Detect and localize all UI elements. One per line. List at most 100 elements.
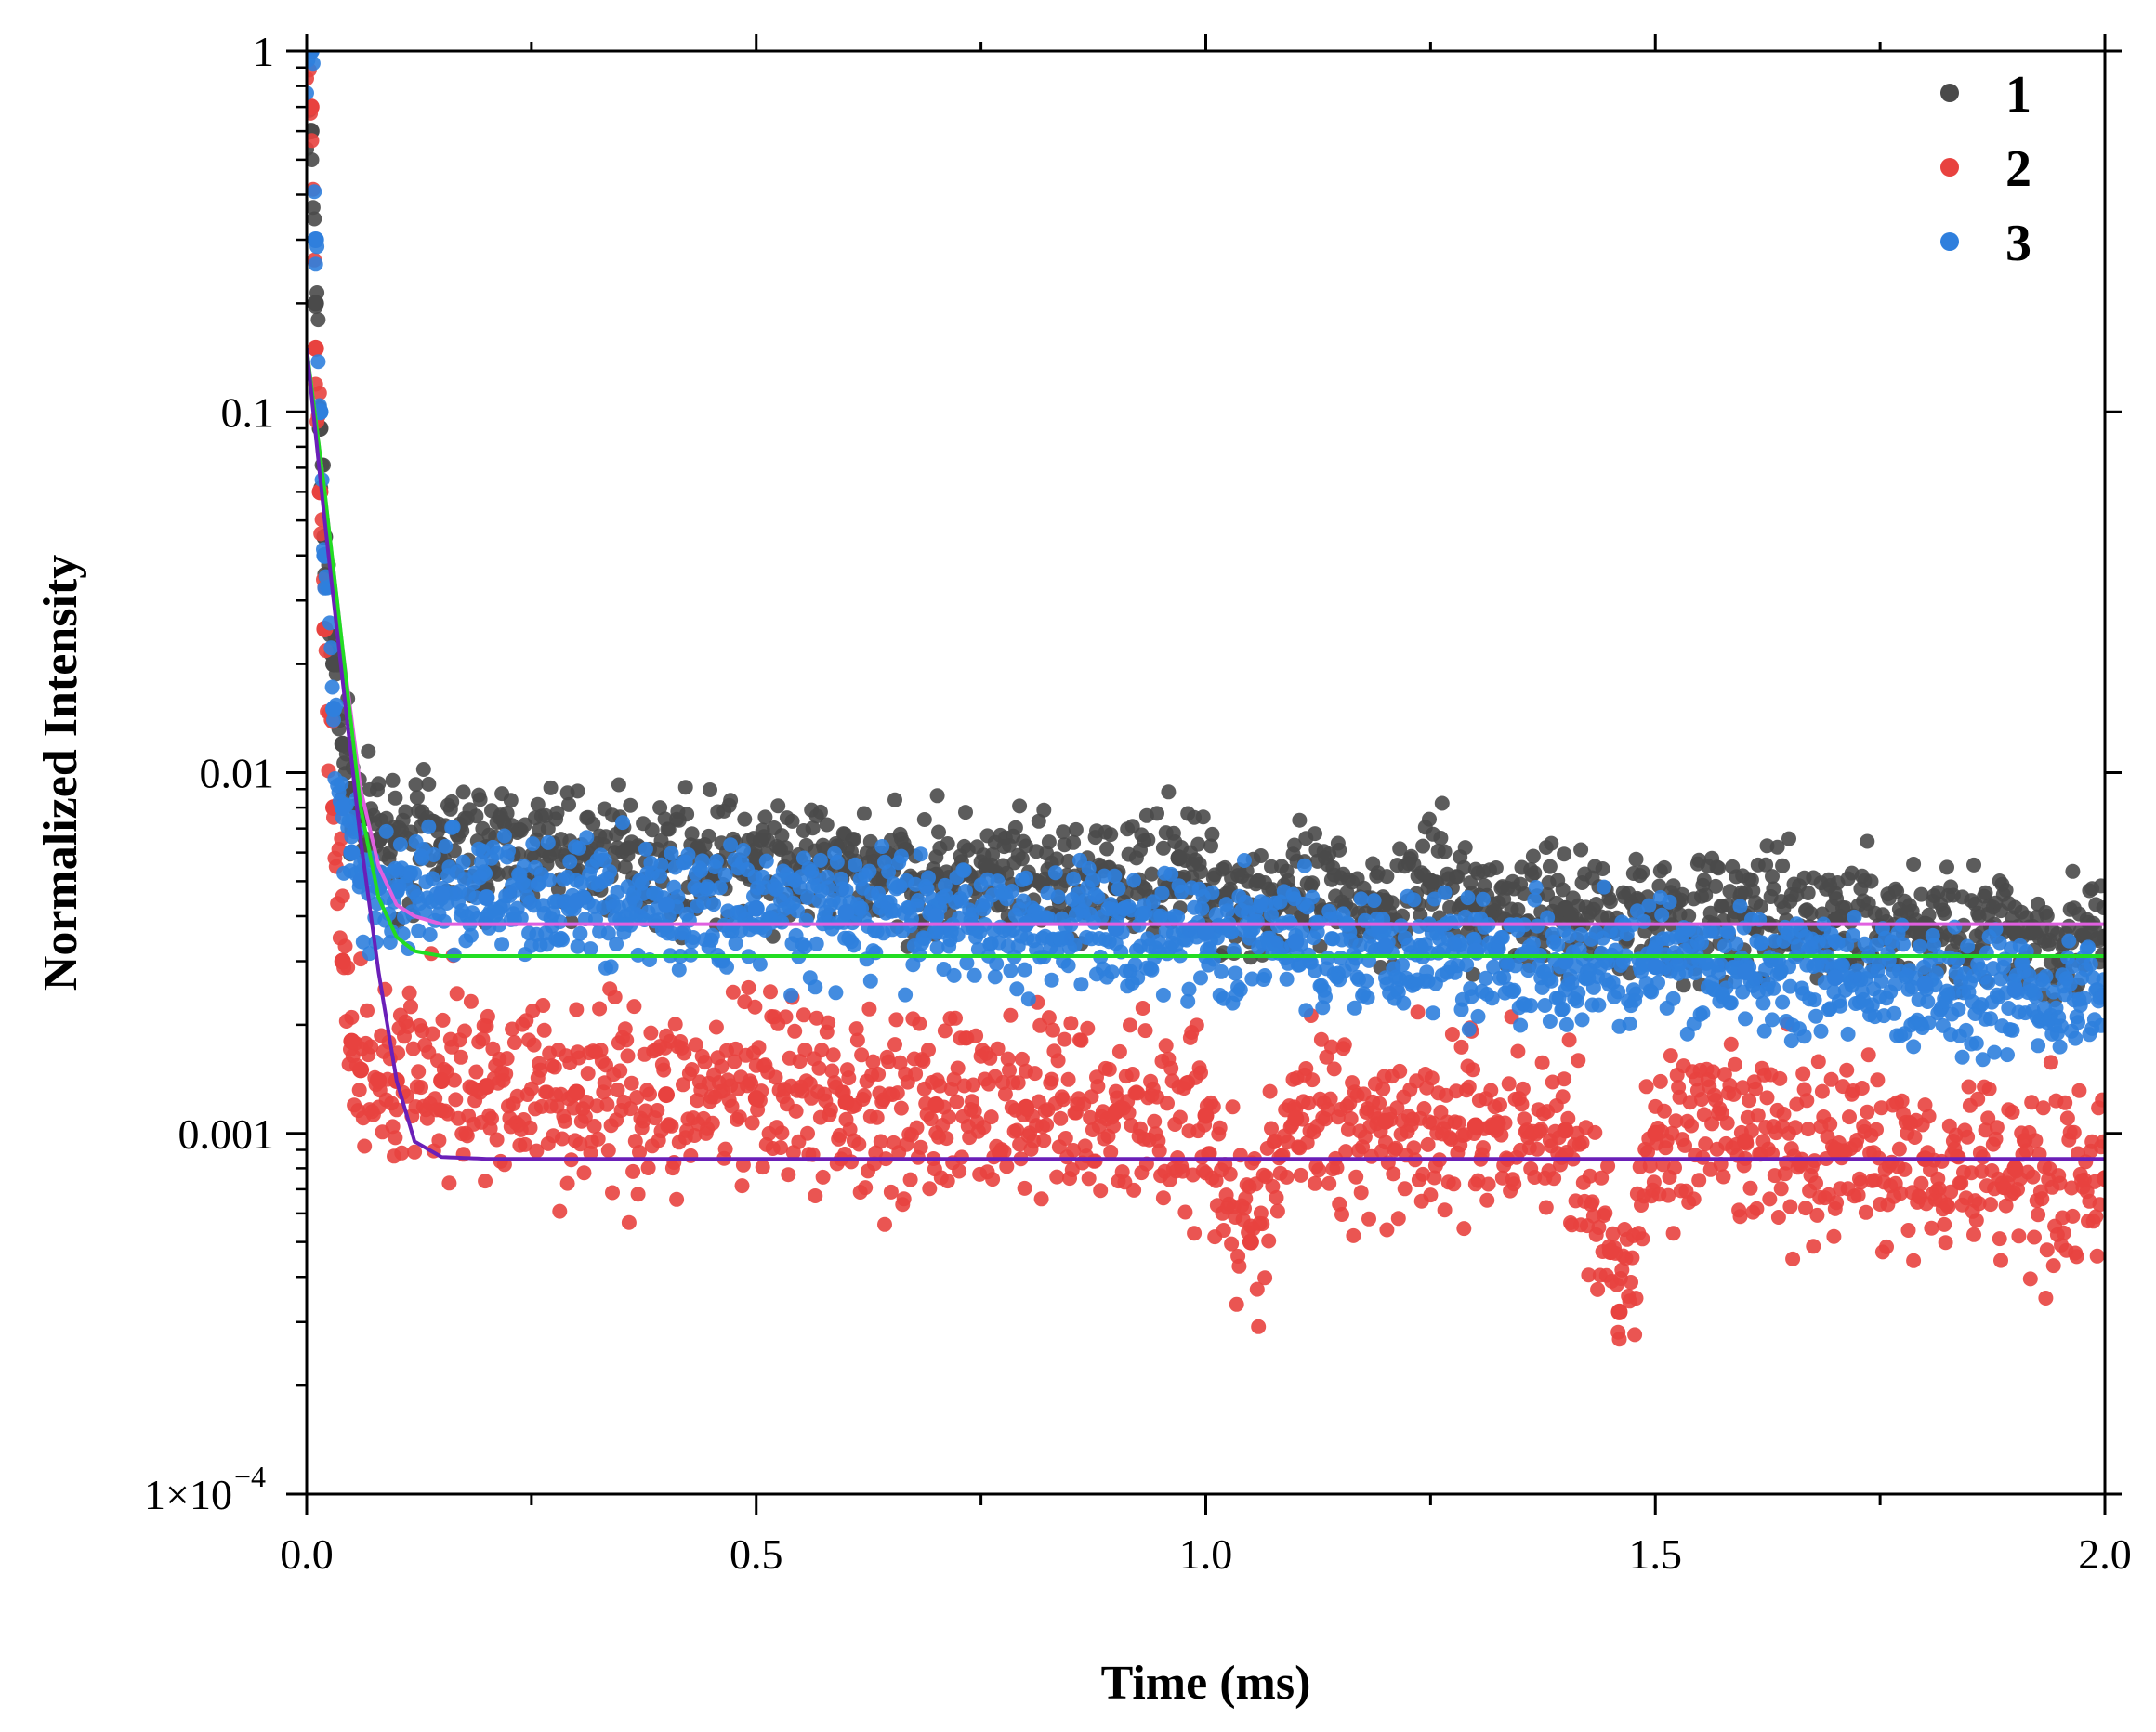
point-1 — [1656, 859, 1672, 875]
point-3 — [2052, 1039, 2068, 1055]
point-3 — [1662, 894, 1677, 910]
y-tick-label: 0.01 — [200, 750, 275, 797]
point-2 — [976, 1120, 992, 1135]
point-3 — [1886, 1005, 1902, 1021]
point-3 — [671, 962, 687, 978]
point-1 — [887, 792, 902, 807]
point-2 — [1222, 1166, 1238, 1182]
point-2 — [522, 1120, 538, 1135]
point-3 — [1279, 971, 1295, 987]
point-2 — [2043, 1055, 2058, 1070]
y-tick-label: 0.001 — [178, 1110, 275, 1158]
point-2 — [1080, 1020, 1096, 1036]
data-point-3 — [343, 844, 361, 861]
point-2 — [1682, 1095, 1698, 1110]
point-2 — [1966, 1227, 1981, 1242]
data-point-3 — [747, 899, 765, 917]
fit-line-fit-purple — [307, 348, 2105, 1161]
point-3 — [1460, 890, 1476, 906]
point-3 — [1782, 978, 1798, 994]
axes-layer — [286, 34, 2122, 1515]
point-3 — [602, 864, 618, 879]
point-2 — [1151, 1143, 1167, 1159]
point-3 — [1194, 901, 1210, 916]
point-3 — [1237, 853, 1252, 868]
point-2 — [1600, 1159, 1616, 1174]
point-2 — [1850, 1187, 1866, 1203]
point-2 — [1571, 1053, 1586, 1069]
point-1 — [1292, 812, 1308, 828]
point-1 — [1488, 860, 1504, 875]
point-3 — [1470, 1008, 1486, 1024]
point-2 — [1858, 1204, 1873, 1220]
point-2 — [1057, 1031, 1072, 1047]
point-2 — [854, 1047, 870, 1063]
point-3 — [455, 854, 471, 870]
point-2 — [1727, 1056, 1742, 1072]
point-3 — [1913, 938, 1927, 954]
point-3 — [1765, 1012, 1780, 1028]
point-2 — [526, 1037, 542, 1053]
point-2 — [1829, 1195, 1845, 1211]
point-2 — [889, 1085, 905, 1101]
point-1 — [415, 762, 431, 777]
point-3 — [821, 880, 836, 896]
point-3 — [2083, 956, 2098, 972]
point-3 — [808, 979, 823, 995]
point-2 — [1772, 1070, 1788, 1086]
point-3 — [516, 859, 532, 874]
x-tick-label: 0.0 — [280, 1530, 334, 1578]
point-2 — [1056, 1092, 1071, 1108]
point-2 — [1684, 1118, 1699, 1134]
point-3 — [921, 870, 936, 886]
point-3 — [1650, 975, 1665, 991]
point-3 — [910, 893, 926, 908]
point-2 — [1638, 1079, 1654, 1095]
point-3 — [758, 853, 774, 869]
legend-label-1: 1 — [2005, 66, 2031, 124]
point-2 — [1389, 1100, 1405, 1116]
point-2 — [1058, 1131, 1073, 1146]
point-3 — [1847, 909, 1862, 925]
point-1 — [1542, 859, 1558, 874]
point-3 — [1796, 1029, 1812, 1044]
point-2 — [788, 1103, 804, 1119]
point-3 — [597, 852, 612, 868]
point-3 — [1732, 899, 1748, 914]
point-1 — [1708, 878, 1724, 894]
data-point-2 — [2006, 1160, 2024, 1177]
point-2 — [625, 1163, 641, 1179]
point-3 — [958, 884, 973, 899]
point-2 — [1897, 1161, 1913, 1177]
point-1 — [770, 798, 786, 814]
point-2 — [1353, 1185, 1369, 1201]
data-point-2 — [1377, 1112, 1394, 1130]
point-2 — [1988, 1131, 2004, 1147]
point-3 — [1738, 1011, 1753, 1027]
point-2 — [1249, 1281, 1265, 1297]
fit-line-fit-magenta — [307, 348, 2105, 926]
point-1 — [1769, 839, 1785, 855]
point-2 — [1655, 1157, 1671, 1173]
point-3 — [1506, 982, 1522, 998]
point-3 — [2061, 933, 2077, 949]
point-2 — [1891, 1141, 1907, 1157]
point-3 — [1571, 985, 1586, 1001]
point-2 — [1924, 1220, 1939, 1236]
point-2 — [1361, 1211, 1376, 1227]
point-2 — [403, 999, 418, 1015]
series-3 — [307, 51, 2105, 1068]
point-2 — [768, 1069, 783, 1085]
point-3 — [1137, 905, 1153, 921]
data-point-3 — [658, 896, 675, 913]
point-2 — [2052, 1175, 2068, 1191]
data-point-2 — [1197, 1107, 1215, 1124]
point-2 — [815, 1169, 831, 1185]
point-1 — [1140, 832, 1156, 847]
point-2 — [1348, 1169, 1364, 1185]
point-2 — [1257, 1270, 1273, 1286]
point-3 — [555, 932, 570, 948]
point-2 — [912, 1016, 927, 1031]
point-2 — [669, 1191, 685, 1207]
